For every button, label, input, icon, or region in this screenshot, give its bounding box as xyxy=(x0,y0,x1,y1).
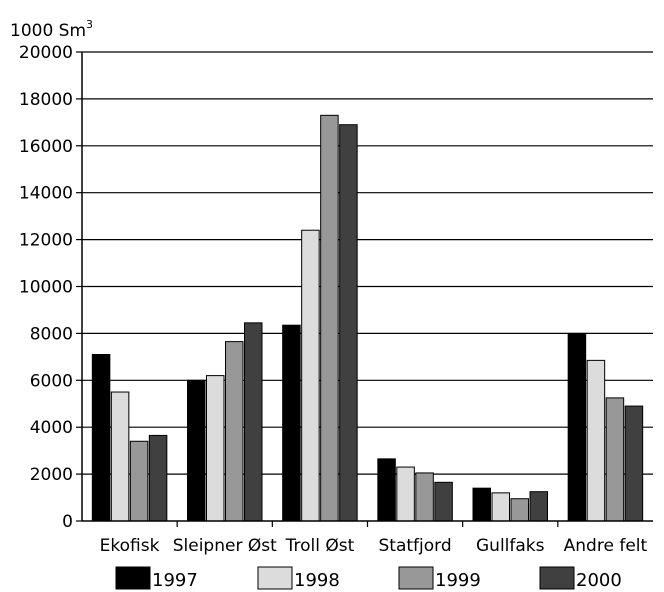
bar-2000-6 xyxy=(624,405,644,522)
bar-2000-4 xyxy=(434,481,453,522)
legend-label: 2000 xyxy=(576,570,622,591)
y-tick-label: 10000 xyxy=(19,278,73,298)
bar-2000-2 xyxy=(244,322,263,522)
legend-swatch xyxy=(115,566,151,590)
bar-1999-3 xyxy=(320,114,339,522)
category-label: Sleipner Øst xyxy=(173,536,277,556)
legend-label: 1997 xyxy=(152,570,198,591)
y-tick-label: 20000 xyxy=(19,43,73,63)
bar-1998-1 xyxy=(110,391,130,522)
bars xyxy=(91,114,644,522)
bar-1998-3 xyxy=(301,229,320,522)
bar-1997-5 xyxy=(472,487,491,522)
category-label: Gullfaks xyxy=(476,536,545,556)
gridlines xyxy=(82,51,653,475)
y-tick-label: 12000 xyxy=(19,231,73,251)
category-label: Troll Øst xyxy=(285,536,355,556)
bar-1998-6 xyxy=(586,359,606,522)
legend-swatch xyxy=(257,566,293,590)
y-tick-label: 6000 xyxy=(30,371,73,391)
legend-label: 1998 xyxy=(294,570,340,591)
bar-2000-5 xyxy=(529,491,548,522)
y-tick-label: 14000 xyxy=(19,184,73,204)
bar-1998-4 xyxy=(396,466,415,522)
bar-1998-2 xyxy=(206,375,225,522)
legend-swatch xyxy=(398,566,434,590)
bar-1997-1 xyxy=(91,354,111,522)
category-label: Statfjord xyxy=(379,536,452,556)
bar-1999-6 xyxy=(605,397,625,522)
y-axis-tick-labels: 0 2000 4000 6000 8000 10000 12000 14000 16000 180… xyxy=(19,43,82,532)
legend-swatch xyxy=(539,566,575,590)
bar-1999-5 xyxy=(510,498,529,522)
category-label: Andre felt xyxy=(564,536,648,556)
y-tick-label: 8000 xyxy=(30,324,73,344)
bar-2000-3 xyxy=(339,124,358,522)
bar-1999-2 xyxy=(225,341,244,522)
bar-1997-3 xyxy=(282,324,301,522)
y-tick-label: 0 xyxy=(62,512,73,532)
bar-1998-5 xyxy=(491,492,510,522)
bar-2000-1 xyxy=(148,434,168,522)
legend-label: 1999 xyxy=(435,570,481,591)
category-label: Ekofisk xyxy=(100,536,160,556)
y-tick-label: 18000 xyxy=(19,90,73,110)
category-labels: Ekofisk Sleipner Øst Troll Øst Statfjord Gul… xyxy=(100,536,648,556)
bar-1997-6 xyxy=(567,332,587,522)
legend: 1997 1998 1999 2000 xyxy=(115,566,622,591)
y-axis-unit-label: 1000 Sm3 xyxy=(10,18,93,41)
y-tick-label: 16000 xyxy=(19,137,73,157)
bar-1999-1 xyxy=(129,440,149,522)
bar-1997-4 xyxy=(377,458,396,522)
y-tick-label: 4000 xyxy=(30,418,73,438)
bar-1999-4 xyxy=(415,472,434,522)
bar-1997-2 xyxy=(187,379,206,522)
axes xyxy=(81,52,653,527)
y-tick-label: 2000 xyxy=(30,465,73,485)
